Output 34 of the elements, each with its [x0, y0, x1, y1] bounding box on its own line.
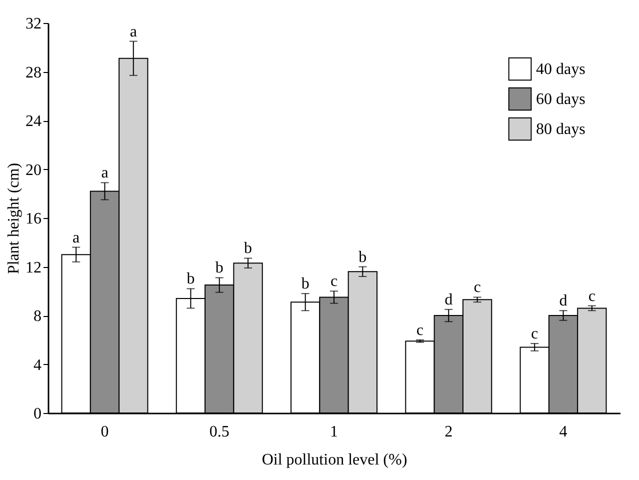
legend-label: 80 days — [536, 121, 586, 138]
data-label: a — [130, 23, 137, 40]
data-label: b — [301, 276, 310, 293]
y-tick-label: 0 — [34, 406, 42, 422]
x-axis-title: Oil pollution level (%) — [262, 452, 408, 468]
y-tick-label: 4 — [34, 356, 42, 374]
x-tick-label: 0.5 — [209, 424, 230, 440]
data-label: c — [416, 322, 424, 339]
data-label: a — [72, 229, 80, 246]
data-label: c — [588, 288, 596, 305]
data-label: a — [101, 164, 108, 182]
data-label: d — [559, 292, 568, 310]
data-label: c — [474, 279, 481, 296]
data-label: b — [358, 248, 367, 266]
legend-label: 60 days — [536, 91, 586, 108]
data-label: b — [244, 240, 252, 258]
y-tick-label: 32 — [26, 16, 42, 32]
data-label: b — [186, 270, 195, 288]
y-tick-label: 24 — [26, 113, 42, 130]
data-label: d — [444, 291, 453, 308]
x-tick-label: 2 — [444, 424, 453, 440]
y-tick-label: 28 — [26, 64, 42, 82]
y-tick-label: 20 — [26, 162, 42, 179]
legend-label: 40 days — [536, 61, 586, 78]
data-label: b — [215, 260, 224, 277]
data-label: c — [330, 273, 338, 290]
y-axis-title: Plant height (cm) — [6, 162, 22, 274]
x-tick-label: 1 — [330, 424, 338, 440]
x-tick-label: 0 — [100, 424, 109, 440]
y-tick-label: 8 — [34, 308, 42, 325]
y-tick-label: 12 — [26, 259, 42, 276]
data-label: c — [531, 326, 538, 343]
x-tick-label: 4 — [559, 424, 568, 440]
y-tick-label: 16 — [26, 210, 42, 228]
